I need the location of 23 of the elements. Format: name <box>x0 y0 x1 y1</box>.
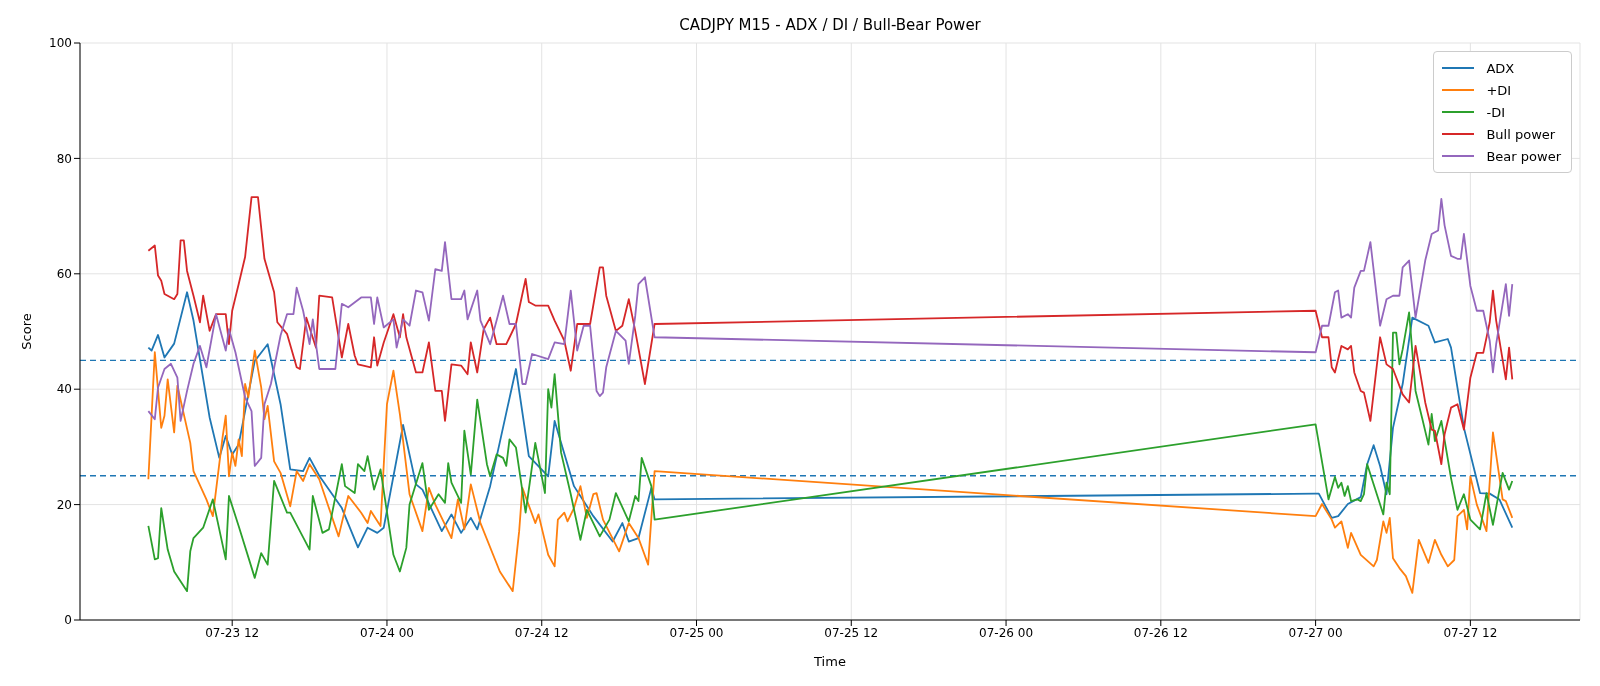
y-tick-label: 100 <box>49 36 72 51</box>
y-tick-label: 60 <box>56 267 72 282</box>
legend-label: Bear power <box>1486 148 1561 164</box>
chart-title: CADJPY M15 - ADX / DI / Bull-Bear Power <box>678 16 982 34</box>
x-tick-label: 07-25 12 <box>824 625 879 640</box>
y-axis-title: Score <box>18 313 34 350</box>
x-tick-label: 07-23 12 <box>205 625 260 640</box>
x-tick-label: 07-24 00 <box>359 625 414 640</box>
y-tick-label: 0 <box>64 613 72 628</box>
legend-label: ADX <box>1486 60 1515 76</box>
legend-label: +DI <box>1486 82 1512 98</box>
y-tick-label: 80 <box>56 151 72 166</box>
x-tick-label: 07-27 00 <box>1288 625 1343 640</box>
legend-label: Bull power <box>1486 126 1556 142</box>
x-tick-label: 07-25 00 <box>669 625 724 640</box>
y-tick-label: 20 <box>56 497 72 512</box>
x-axis-title: Time <box>813 654 846 669</box>
y-tick-label: 40 <box>56 382 72 397</box>
x-tick-label: 07-26 12 <box>1133 625 1188 640</box>
x-tick-label: 07-27 12 <box>1443 625 1498 640</box>
legend-label: -DI <box>1486 104 1505 120</box>
x-tick-label: 07-24 12 <box>514 625 569 640</box>
x-tick-label: 07-26 00 <box>979 625 1034 640</box>
